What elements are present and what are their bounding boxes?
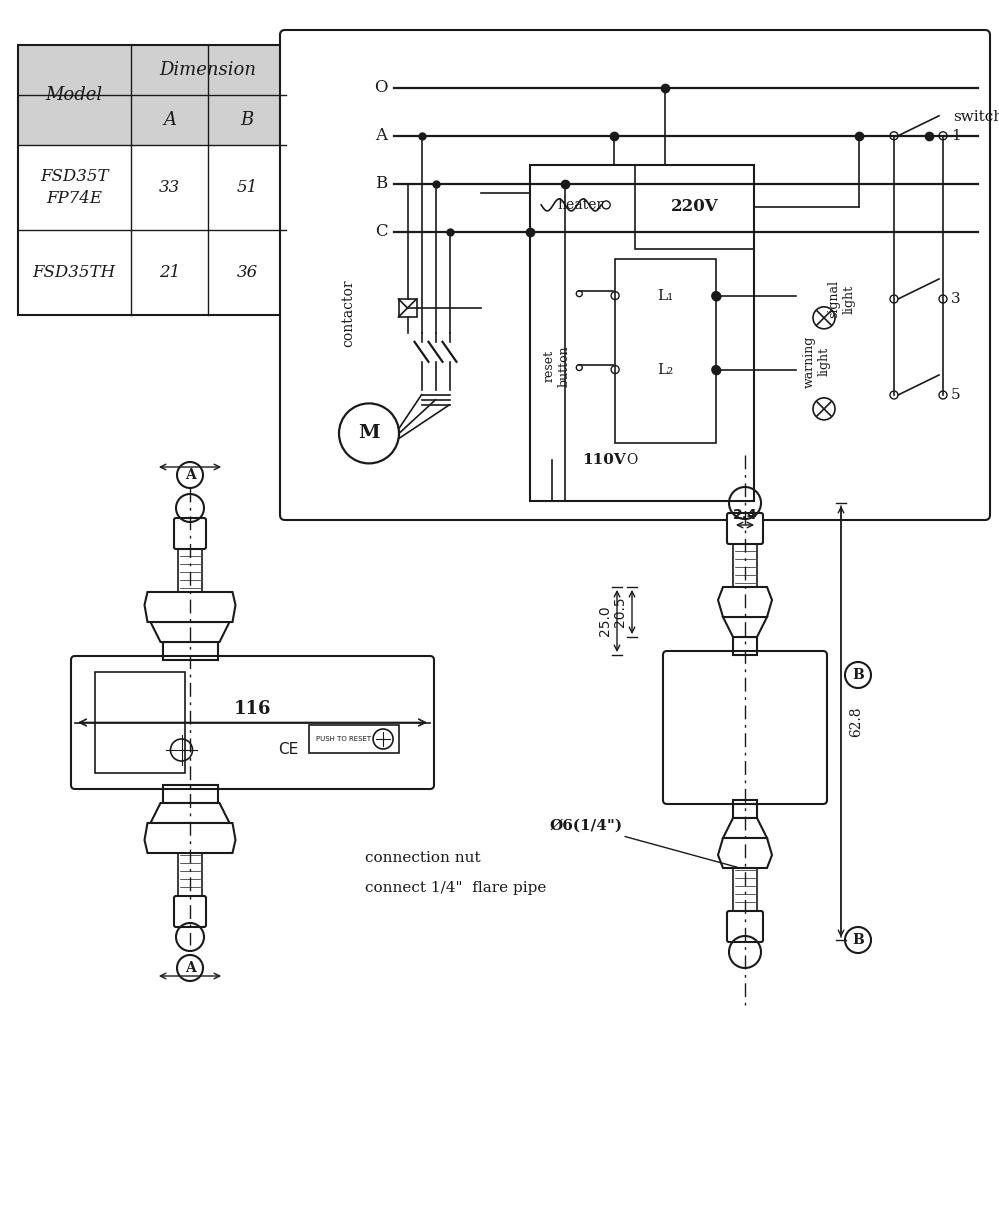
FancyBboxPatch shape bbox=[71, 655, 434, 789]
Bar bbox=[178, 853, 202, 900]
Text: 62.8: 62.8 bbox=[849, 706, 863, 736]
Text: 33: 33 bbox=[159, 179, 180, 196]
Polygon shape bbox=[718, 838, 772, 868]
Text: 2.4: 2.4 bbox=[732, 508, 757, 521]
Text: A: A bbox=[163, 111, 176, 129]
FancyBboxPatch shape bbox=[280, 30, 990, 520]
Polygon shape bbox=[723, 617, 767, 637]
Polygon shape bbox=[723, 818, 767, 838]
Text: B: B bbox=[852, 667, 864, 682]
Polygon shape bbox=[151, 622, 230, 642]
Text: A: A bbox=[376, 127, 388, 145]
Text: switch: switch bbox=[953, 110, 999, 123]
Bar bbox=[310, 725, 400, 753]
Text: L₂: L₂ bbox=[657, 362, 673, 377]
FancyBboxPatch shape bbox=[663, 651, 827, 804]
Text: signal
light: signal light bbox=[827, 280, 855, 317]
Text: connection nut: connection nut bbox=[365, 851, 481, 865]
Text: A: A bbox=[185, 468, 196, 482]
Bar bbox=[95, 672, 185, 772]
Text: 116: 116 bbox=[234, 700, 272, 717]
Polygon shape bbox=[151, 803, 230, 823]
Text: PUSH TO RESET: PUSH TO RESET bbox=[316, 736, 371, 742]
Text: FSD35TH: FSD35TH bbox=[33, 264, 116, 281]
Bar bbox=[733, 800, 757, 818]
Text: B: B bbox=[241, 111, 254, 129]
Bar bbox=[733, 540, 757, 587]
Polygon shape bbox=[145, 591, 236, 622]
Text: 220V: 220V bbox=[670, 198, 718, 215]
Text: O: O bbox=[626, 454, 637, 467]
Text: reset
button: reset button bbox=[542, 345, 570, 387]
Text: warning
light: warning light bbox=[803, 336, 831, 387]
Text: connect 1/4"  flare pipe: connect 1/4" flare pipe bbox=[365, 881, 546, 896]
Text: O: O bbox=[374, 80, 388, 97]
Bar bbox=[733, 868, 757, 915]
Bar bbox=[18, 45, 286, 315]
Text: 21: 21 bbox=[159, 264, 180, 281]
Polygon shape bbox=[145, 823, 236, 853]
Bar bbox=[18, 45, 286, 95]
Bar bbox=[530, 164, 754, 501]
Bar bbox=[635, 164, 754, 249]
FancyBboxPatch shape bbox=[174, 518, 206, 549]
Text: 1: 1 bbox=[951, 129, 961, 142]
Text: B: B bbox=[852, 933, 864, 947]
Polygon shape bbox=[718, 587, 772, 617]
Bar bbox=[18, 45, 131, 145]
Bar bbox=[178, 546, 202, 591]
Bar bbox=[399, 299, 417, 317]
Text: 3: 3 bbox=[951, 292, 961, 307]
Bar bbox=[733, 637, 757, 655]
FancyBboxPatch shape bbox=[727, 513, 763, 544]
Text: 20.5: 20.5 bbox=[613, 596, 627, 628]
Bar bbox=[163, 642, 218, 660]
Text: CE: CE bbox=[278, 742, 298, 758]
FancyBboxPatch shape bbox=[174, 896, 206, 927]
Text: heater: heater bbox=[557, 198, 604, 212]
Text: C: C bbox=[375, 223, 388, 240]
Text: 5: 5 bbox=[951, 387, 961, 402]
Bar bbox=[615, 258, 716, 443]
Text: Model: Model bbox=[46, 86, 103, 104]
Text: Ø6(1/4"): Ø6(1/4") bbox=[550, 820, 737, 868]
FancyBboxPatch shape bbox=[727, 911, 763, 941]
Text: contactor: contactor bbox=[341, 280, 355, 348]
Bar bbox=[163, 785, 218, 803]
Text: B: B bbox=[376, 175, 388, 192]
Text: 110V: 110V bbox=[582, 454, 625, 467]
Bar bbox=[18, 95, 286, 145]
Text: M: M bbox=[359, 425, 380, 443]
Text: Dimension: Dimension bbox=[160, 62, 257, 78]
Text: 36: 36 bbox=[237, 264, 258, 281]
Text: A: A bbox=[185, 961, 196, 975]
Text: L₁: L₁ bbox=[657, 288, 673, 303]
Text: FSD35T
FP74E: FSD35T FP74E bbox=[40, 168, 109, 208]
Text: 51: 51 bbox=[237, 179, 258, 196]
Text: 25.0: 25.0 bbox=[598, 606, 612, 636]
